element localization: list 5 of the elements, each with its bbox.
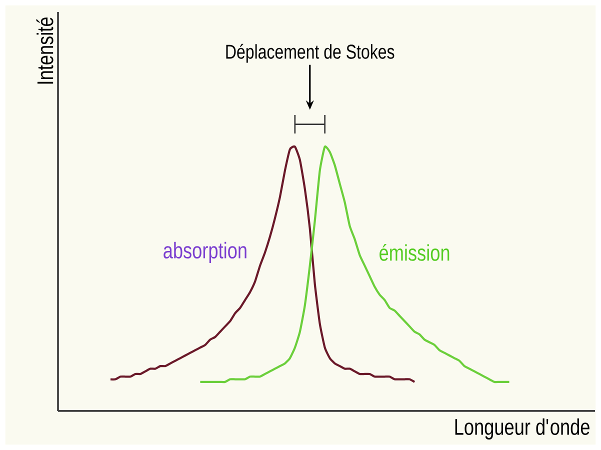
text: Déplacement de Stokes [226,44,394,63]
series-label: émission [380,244,450,261]
x-axis-title: Longueur d'onde [455,418,590,440]
series-label: absorption [164,242,246,264]
y-axis-title: Intensité [36,18,54,84]
